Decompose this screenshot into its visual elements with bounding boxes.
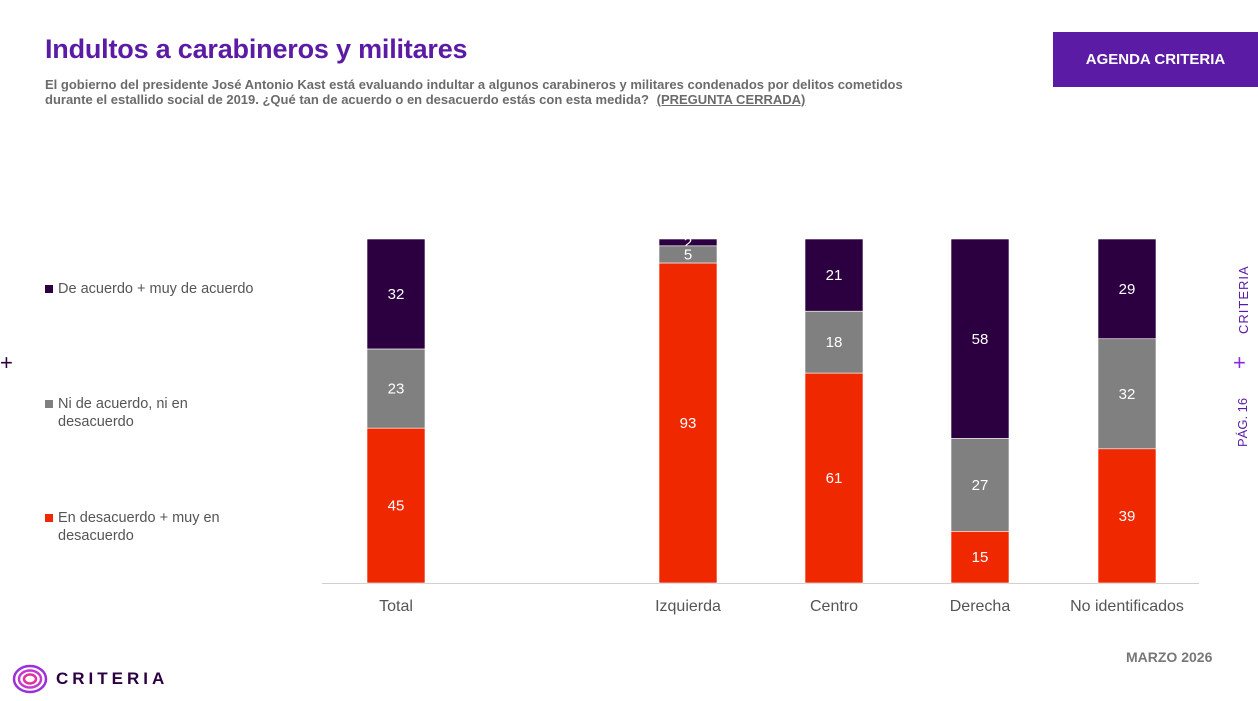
question-type-tag: (PREGUNTA CERRADA) xyxy=(656,92,806,107)
subtitle-text: El gobierno del presidente José Antonio … xyxy=(45,77,903,107)
category-label-0: Total xyxy=(379,598,413,615)
bar-segment-3-0 xyxy=(950,238,1010,439)
category-label-2: Centro xyxy=(810,598,858,615)
footer-date: MARZO 2026 xyxy=(1126,649,1213,665)
legend-swatch-ni xyxy=(45,400,53,408)
plus-decoration-left: + xyxy=(0,350,13,375)
data-label-2-2: 61 xyxy=(826,470,843,487)
legend-swatch-desacuerdo xyxy=(45,514,53,522)
criteria-logo-icon xyxy=(12,664,48,694)
data-label-4-0: 29 xyxy=(1119,281,1136,298)
data-label-3-2: 15 xyxy=(972,549,989,566)
legend-item-acuerdo: De acuerdo + muy de acuerdo xyxy=(45,280,253,298)
data-label-1-0: 2 xyxy=(684,234,692,251)
data-label-2-0: 21 xyxy=(826,267,843,284)
page-number: PÁG. 16 xyxy=(1235,397,1250,447)
page-title: Indultos a carabineros y militares xyxy=(45,34,468,64)
agenda-badge: AGENDA CRITERIA xyxy=(1053,32,1258,87)
bar-segment-3-1 xyxy=(950,438,1010,532)
bar-segment-3-2 xyxy=(950,531,1010,584)
legend-item-ni: Ni de acuerdo, ni en desacuerdo xyxy=(45,395,245,431)
bar-segment-0-2 xyxy=(366,427,426,584)
data-label-2-1: 18 xyxy=(826,334,843,351)
data-label-4-2: 39 xyxy=(1119,508,1136,525)
bar-segment-4-1 xyxy=(1097,338,1157,450)
data-label-1-2: 93 xyxy=(680,415,697,432)
criteria-logo: CRITERIA xyxy=(12,664,168,694)
side-plus-icon: + xyxy=(1233,350,1246,375)
data-label-0-1: 23 xyxy=(388,381,405,398)
logo-wordmark: CRITERIA xyxy=(56,669,169,688)
data-label-3-0: 58 xyxy=(972,331,989,348)
legend-label-desacuerdo: En desacuerdo + muy en desacuerdo xyxy=(58,510,220,544)
side-brand-label: CRITERIA xyxy=(1236,265,1251,334)
category-label-3: Derecha xyxy=(950,598,1011,615)
page-subtitle: El gobierno del presidente José Antonio … xyxy=(45,77,945,107)
category-label-4: No identificados xyxy=(1070,598,1184,615)
bar-segment-2-2 xyxy=(804,372,864,584)
legend-swatch-acuerdo xyxy=(45,285,53,293)
bar-segment-2-0 xyxy=(804,238,864,312)
bar-segment-2-1 xyxy=(804,310,864,374)
legend-label-acuerdo: De acuerdo + muy de acuerdo xyxy=(58,281,254,297)
bar-segment-4-0 xyxy=(1097,238,1157,340)
data-label-0-2: 45 xyxy=(388,498,405,515)
legend-item-desacuerdo: En desacuerdo + muy en desacuerdo xyxy=(45,509,255,545)
bar-segment-0-1 xyxy=(366,348,426,429)
data-label-4-1: 32 xyxy=(1119,386,1136,403)
legend-label-ni: Ni de acuerdo, ni en desacuerdo xyxy=(58,396,188,430)
category-label-1: Izquierda xyxy=(655,598,721,615)
bar-segment-4-2 xyxy=(1097,448,1157,584)
data-label-3-1: 27 xyxy=(972,477,989,494)
data-label-1-1: 5 xyxy=(684,246,692,263)
data-label-0-0: 32 xyxy=(388,286,405,303)
bar-segment-1-2 xyxy=(658,262,718,584)
